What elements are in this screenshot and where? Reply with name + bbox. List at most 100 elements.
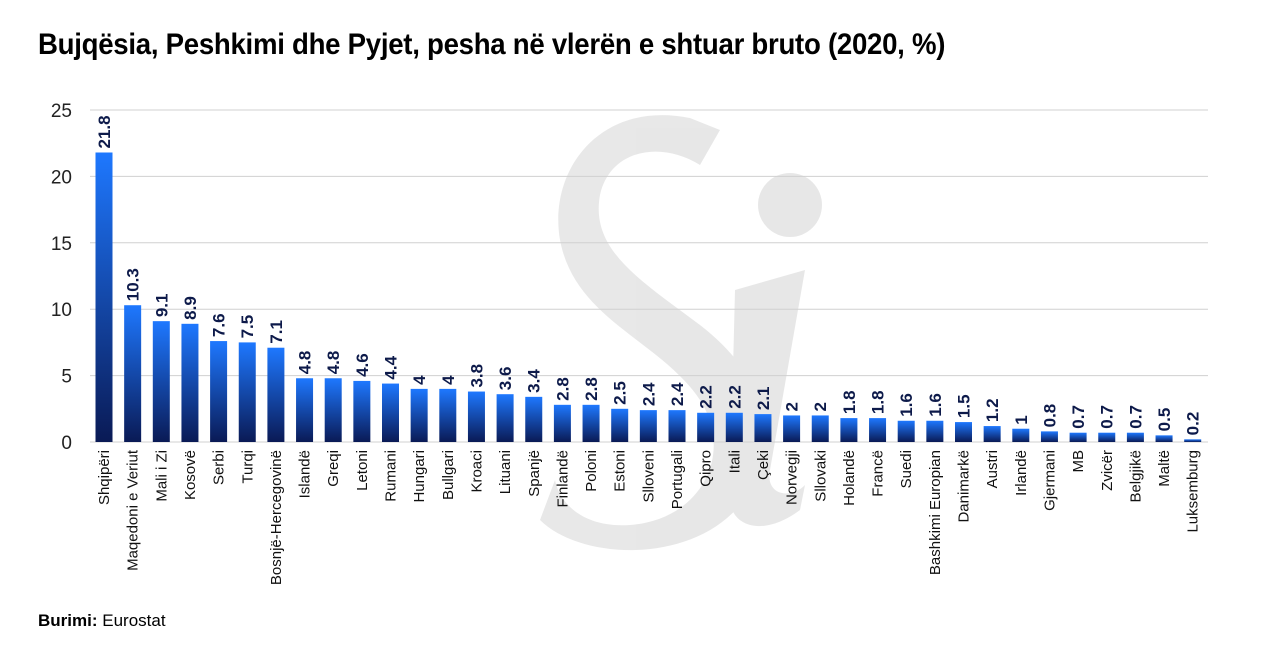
bar — [582, 404, 600, 442]
value-label: 2 — [783, 402, 802, 411]
category-label: Kosovë — [182, 450, 199, 500]
bar — [955, 422, 972, 442]
bar — [496, 394, 514, 442]
value-label: 7.5 — [238, 315, 257, 339]
value-label: 4 — [439, 375, 458, 385]
chart-title: Bujqësia, Peshkimi dhe Pyjet, pesha në v… — [38, 28, 946, 61]
y-tick-label: 20 — [51, 167, 72, 188]
value-label: 0.2 — [1184, 412, 1203, 436]
bar — [668, 410, 686, 442]
value-label: 2.5 — [611, 381, 630, 405]
category-label: Letoni — [354, 450, 371, 491]
bar — [210, 341, 228, 442]
category-label: Spanjë — [526, 450, 543, 497]
source-note: Burimi: Eurostat — [38, 611, 166, 631]
y-tick-label: 15 — [51, 234, 72, 255]
bar — [267, 347, 285, 442]
y-tick-label: 0 — [61, 433, 72, 454]
category-label: Islandë — [297, 450, 314, 498]
value-label: 1.6 — [897, 393, 916, 417]
value-label: 1.8 — [840, 390, 859, 414]
bar — [553, 404, 571, 442]
category-label: Çeki — [755, 450, 772, 480]
value-label: 2.4 — [668, 382, 687, 406]
bar — [926, 420, 944, 442]
y-axis-ticks: 0 5 10 15 20 25 — [51, 101, 72, 454]
category-label: Poloni — [583, 450, 600, 492]
bar — [754, 414, 772, 442]
source-value: Eurostat — [102, 611, 166, 630]
value-label: 0.7 — [1098, 405, 1117, 429]
category-label: Maltë — [1156, 450, 1173, 487]
bar — [725, 412, 743, 442]
value-label: 21.8 — [95, 115, 114, 148]
value-label: 4.8 — [296, 351, 315, 375]
category-label: Bullgari — [440, 450, 457, 500]
value-label: 9.1 — [152, 294, 171, 318]
bar — [525, 396, 543, 442]
category-label: Rumani — [383, 450, 400, 502]
category-label: Bosnjë-Hercegovinë — [268, 450, 285, 585]
bar — [238, 342, 256, 442]
category-label: MB — [1070, 450, 1087, 473]
value-label: 1.8 — [869, 390, 888, 414]
bar — [152, 321, 170, 442]
y-tick-label: 10 — [51, 300, 72, 321]
value-label: 2.8 — [582, 377, 601, 401]
bar — [1184, 439, 1202, 442]
category-label: Slloveni — [640, 450, 657, 503]
value-labels: 21.810.39.1 8.97.6 7.5 7.14.8 4.8 4.6 4.44 4 3.8… — [95, 115, 1203, 435]
value-label: 2.8 — [553, 377, 572, 401]
value-label: 2.4 — [639, 382, 658, 406]
category-label: Bashkimi Europian — [927, 450, 944, 575]
category-label: Norvegji — [784, 450, 801, 505]
category-label: Irlandë — [1013, 450, 1030, 496]
category-label: Shqipëri — [96, 450, 113, 505]
value-label: 10.3 — [124, 268, 143, 301]
bar — [124, 305, 142, 442]
bar — [639, 410, 657, 442]
bar — [783, 415, 801, 442]
bar — [1069, 432, 1087, 442]
category-label: Austri — [984, 450, 1001, 488]
y-tick-label: 5 — [61, 367, 72, 388]
category-label: Mali i Zi — [153, 450, 170, 502]
value-label: 2 — [811, 402, 830, 411]
category-label: Greqi — [325, 450, 342, 487]
value-label: 2.2 — [725, 385, 744, 409]
category-label: Turqi — [239, 450, 256, 484]
bar — [410, 388, 428, 442]
value-label: 0.8 — [1040, 404, 1059, 428]
category-label: Portugali — [669, 450, 686, 509]
value-label: 3.6 — [496, 367, 515, 391]
category-label: Sllovaki — [812, 450, 829, 502]
bar — [181, 323, 199, 442]
category-label: Luksemburg — [1185, 450, 1202, 533]
bar — [324, 378, 342, 442]
bar — [1098, 432, 1116, 442]
watermark-logo — [540, 115, 822, 551]
value-label: 7.6 — [210, 313, 229, 337]
category-labels: Shqipëri Maqedoni e Veriut Mali i Zi Kosovë… — [96, 449, 1202, 585]
value-label: 0.7 — [1069, 405, 1088, 429]
value-label: 3.8 — [467, 364, 486, 388]
value-label: 2.1 — [754, 386, 773, 410]
bar — [467, 391, 485, 442]
category-label: Maqedoni e Veriut — [125, 449, 142, 571]
value-label: 0.7 — [1126, 405, 1145, 429]
value-label: 0.5 — [1155, 408, 1174, 432]
category-label: Serbi — [211, 450, 228, 485]
category-label: Kroaci — [468, 450, 485, 493]
value-label: 1 — [1012, 415, 1031, 424]
category-label: Belgjikë — [1127, 450, 1144, 503]
value-label: 4.8 — [324, 351, 343, 375]
bar — [983, 426, 1001, 442]
category-label: Qipro — [698, 450, 715, 487]
bar — [353, 380, 371, 442]
category-label: Lituani — [497, 450, 514, 494]
value-label: 8.9 — [181, 296, 200, 320]
category-label: Finlandë — [554, 450, 571, 508]
y-tick-label: 25 — [51, 101, 72, 122]
bar — [869, 418, 887, 442]
